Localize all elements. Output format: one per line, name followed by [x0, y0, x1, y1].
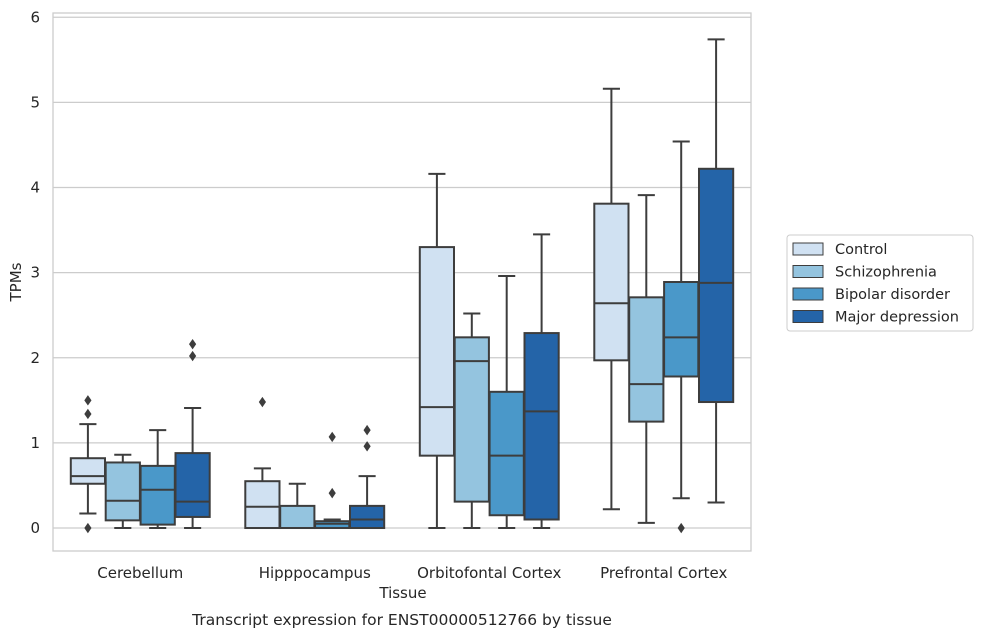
- box-iqr: [104, 461, 141, 522]
- x-axis-label: Tissue: [378, 584, 426, 602]
- legend-label: Major depression: [835, 310, 959, 326]
- box-iqr: [663, 281, 700, 378]
- box-major-depression: [174, 338, 211, 530]
- legend-swatch: [792, 310, 824, 323]
- x-tick-label: Prefrontal Cortex: [600, 564, 727, 582]
- box-schizophrenia: [453, 312, 490, 530]
- box-iqr: [244, 480, 281, 530]
- outlier-point: [189, 338, 197, 350]
- y-tick-label: 1: [30, 434, 40, 452]
- plot-area: [69, 38, 735, 534]
- box-major-depression: [348, 424, 386, 530]
- legend-label: Bipolar disorder: [835, 287, 950, 303]
- legend-frame: [786, 234, 974, 332]
- y-tick-label: 2: [30, 349, 40, 367]
- box-iqr: [453, 336, 490, 503]
- grid: [53, 16, 751, 529]
- box-control: [244, 396, 281, 530]
- legend-swatch: [792, 287, 824, 301]
- outlier-point: [84, 395, 92, 406]
- box-iqr: [69, 457, 107, 485]
- box-schizophrenia: [628, 194, 665, 524]
- box-iqr: [418, 246, 456, 457]
- outlier-point: [363, 424, 371, 436]
- box-bipolar-disorder: [139, 429, 176, 530]
- outlier-point: [258, 396, 266, 408]
- box-schizophrenia: [104, 453, 141, 530]
- outlier-point: [84, 522, 92, 534]
- outlier-point: [189, 350, 197, 362]
- y-axis: 0 1 2 3 4 5 6: [30, 8, 40, 537]
- outlier-point: [677, 522, 685, 534]
- box-iqr: [348, 504, 386, 530]
- box-iqr: [174, 452, 211, 518]
- outlier-point: [328, 431, 336, 443]
- box-iqr: [488, 390, 525, 517]
- chart-caption: Transcript expression for ENST0000051276…: [191, 611, 612, 629]
- box-major-depression: [523, 233, 560, 530]
- legend-swatch: [792, 242, 824, 256]
- y-axis-label: TPMs: [7, 262, 25, 302]
- box-bipolar-disorder: [314, 431, 351, 530]
- y-tick-label: 5: [30, 93, 40, 111]
- box-control: [418, 172, 456, 530]
- outlier-point: [363, 441, 371, 452]
- box-iqr: [139, 464, 176, 526]
- legend-label: Schizophrenia: [835, 265, 937, 281]
- box-iqr: [697, 167, 735, 404]
- x-tick-label: Orbitofontal Cortex: [417, 564, 561, 582]
- legend-label: Control: [835, 242, 887, 258]
- box-iqr: [593, 202, 630, 362]
- x-tick-label: Hipppocampus: [259, 564, 371, 582]
- box-schizophrenia: [279, 482, 316, 530]
- box-control: [69, 395, 107, 534]
- y-tick-label: 3: [30, 264, 40, 282]
- box-iqr: [279, 504, 316, 530]
- box-control: [593, 87, 630, 511]
- y-tick-label: 4: [30, 179, 40, 197]
- box-bipolar-disorder: [663, 140, 700, 534]
- x-axis: Cerebellum Hipppocampus Orbitofontal Corte…: [97, 564, 727, 582]
- box-iqr: [628, 296, 665, 423]
- plot-frame: [52, 12, 752, 552]
- y-tick-label: 6: [30, 8, 40, 26]
- box-iqr: [523, 332, 560, 521]
- outlier-point: [84, 408, 92, 420]
- x-tick-label: Cerebellum: [97, 564, 183, 582]
- y-tick-label: 0: [30, 519, 40, 537]
- legend: Control Schizophrenia Bipolar disorder Majo…: [786, 234, 974, 332]
- legend-swatch: [792, 265, 824, 278]
- outlier-point: [328, 487, 336, 499]
- box-major-depression: [697, 38, 735, 504]
